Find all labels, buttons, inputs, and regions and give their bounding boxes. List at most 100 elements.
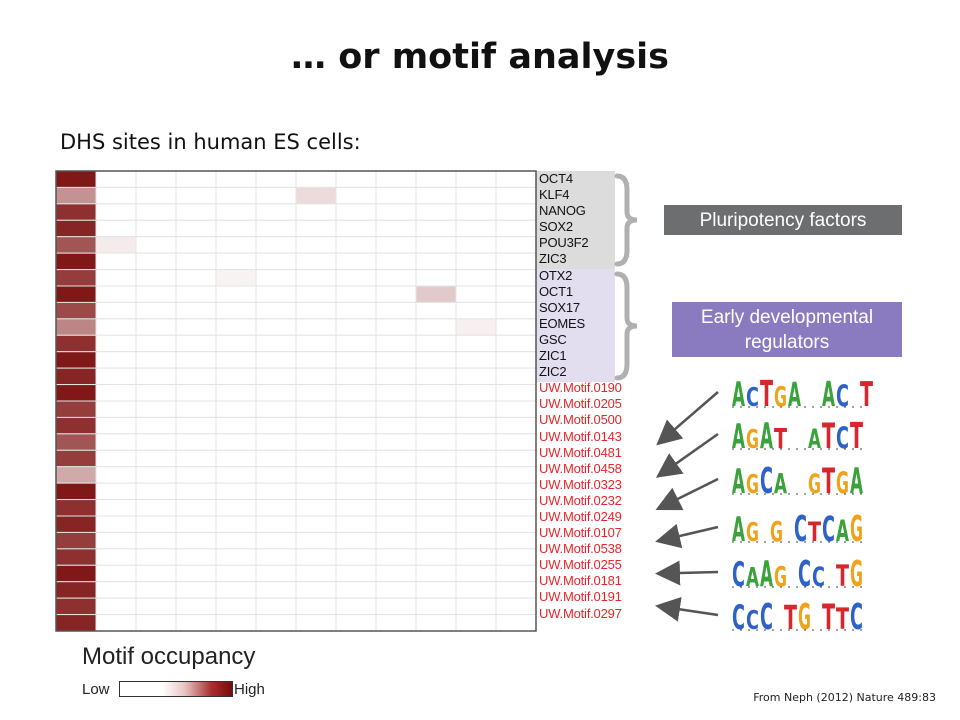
logo-base: A xyxy=(732,417,745,457)
logo-base: C xyxy=(836,379,849,413)
logo-base: T xyxy=(822,598,835,638)
logo-base: A xyxy=(760,416,773,457)
logo-base: C xyxy=(746,383,759,413)
logo-base: A xyxy=(822,375,835,415)
citation: From Neph (2012) Nature 489:83 xyxy=(753,691,936,704)
pluripotency-band xyxy=(535,171,615,269)
logo-base: G xyxy=(798,597,811,638)
row-label: UW.Motif.0249 xyxy=(539,508,622,524)
logo-base: T xyxy=(836,559,849,593)
row-label: ZIC3 xyxy=(539,251,567,267)
logo-base: A xyxy=(746,563,759,593)
row-label: UW.Motif.0107 xyxy=(539,525,622,541)
logo-base: G xyxy=(836,466,849,500)
logo-base: C xyxy=(732,598,745,638)
row-label: OCT1 xyxy=(539,283,573,299)
logo-base: T xyxy=(860,375,873,415)
group-label-developmental: Early developmental regulators xyxy=(672,302,902,357)
row-label: ZIC2 xyxy=(539,364,567,380)
row-label: POU3F2 xyxy=(539,235,589,251)
row-label: EOMES xyxy=(539,315,585,331)
logo-base: G xyxy=(746,470,759,500)
logo-base: G xyxy=(774,560,787,593)
logo-base: G xyxy=(850,509,863,550)
row-label: OCT4 xyxy=(539,171,573,186)
row-label: OTX2 xyxy=(539,267,573,283)
developmental-band xyxy=(535,269,615,382)
row-labels: OCT4 KLF4 NANOG SOX2 POU3F2 ZIC3 OTX2 OCT1 SOX17… xyxy=(539,171,622,622)
logo-base: A xyxy=(850,461,863,502)
logo-base: A xyxy=(760,554,773,595)
logo-base: A xyxy=(788,375,801,414)
logo-base: G xyxy=(774,380,787,413)
logo-base: C xyxy=(812,562,825,593)
logo-base: G xyxy=(850,554,863,595)
logo-arrow xyxy=(655,523,719,549)
logo-arrow xyxy=(655,596,719,622)
logo-base: T xyxy=(784,598,797,637)
logo-base: C xyxy=(822,510,835,550)
row-label: UW.Motif.0481 xyxy=(539,444,622,460)
logo-base: C xyxy=(760,597,773,638)
logo-arrow xyxy=(655,560,719,586)
logo-base: C xyxy=(794,509,807,550)
logo-base: A xyxy=(774,467,787,500)
slide-subtitle: DHS sites in human ES cells: xyxy=(60,130,361,154)
logo-base: G xyxy=(746,425,759,455)
logo-base: A xyxy=(732,375,745,415)
row-label: UW.Motif.0255 xyxy=(539,557,622,573)
row-label: UW.Motif.0190 xyxy=(539,380,622,396)
logo-base: A xyxy=(836,514,849,548)
row-label: SOX2 xyxy=(539,219,573,235)
row-label: UW.Motif.0143 xyxy=(539,428,622,444)
heatmap-frame xyxy=(55,170,537,632)
logo-base: T xyxy=(774,422,787,455)
logo-base: A xyxy=(732,462,745,502)
logo-base: C xyxy=(732,555,745,595)
logo-base: G xyxy=(808,469,821,500)
logo-base: C xyxy=(746,606,759,636)
row-label: UW.Motif.0538 xyxy=(539,541,622,557)
motif-heatmap xyxy=(55,170,537,632)
logo-base: T xyxy=(850,416,863,457)
logo-base: T xyxy=(760,374,773,415)
row-label: UW.Motif.0323 xyxy=(539,476,622,492)
legend-title: Motif occupancy xyxy=(82,643,256,670)
row-label: SOX17 xyxy=(539,299,580,315)
logo-base: A xyxy=(732,510,745,550)
pluripotency-brace xyxy=(614,173,638,267)
occupancy-color-scale xyxy=(119,681,233,697)
row-label: UW.Motif.0181 xyxy=(539,573,622,589)
row-label: UW.Motif.0232 xyxy=(539,492,622,508)
row-label: UW.Motif.0191 xyxy=(539,589,622,605)
logo-base: A xyxy=(808,424,821,455)
logo-base: G xyxy=(770,515,783,548)
logo-arrow xyxy=(656,391,719,446)
row-label: GSC xyxy=(539,331,567,347)
row-label: NANOG xyxy=(539,203,586,219)
legend-high-label: High xyxy=(234,681,265,698)
logo-base: T xyxy=(836,602,849,636)
row-label: ZIC1 xyxy=(539,348,567,364)
row-label: UW.Motif.0205 xyxy=(539,396,622,412)
logo-arrow xyxy=(655,432,719,478)
row-label: KLF4 xyxy=(539,187,570,203)
row-label: UW.Motif.0500 xyxy=(539,412,622,428)
row-label: UW.Motif.0458 xyxy=(539,460,622,476)
legend-low-label: Low xyxy=(82,681,110,698)
logo-base: T xyxy=(822,417,835,457)
developmental-brace xyxy=(614,271,638,381)
logo-base: C xyxy=(836,421,849,455)
logo-arrow xyxy=(655,477,719,511)
logo-base: T xyxy=(808,517,821,548)
logo-base: C xyxy=(850,597,863,638)
logo-base: G xyxy=(746,518,759,548)
logo-base: C xyxy=(798,554,811,595)
